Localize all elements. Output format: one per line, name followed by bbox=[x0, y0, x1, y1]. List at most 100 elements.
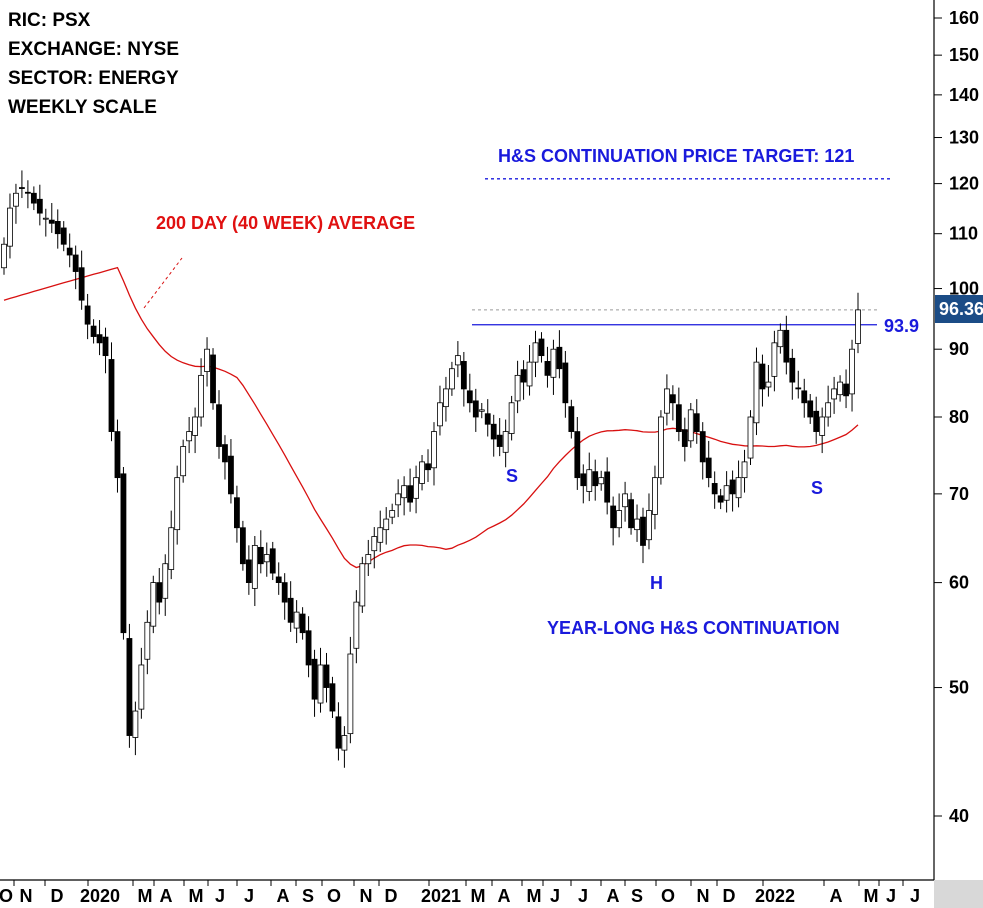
candle-up bbox=[251, 545, 258, 589]
candle-down bbox=[66, 247, 73, 256]
candle-up bbox=[180, 446, 187, 477]
candle-up bbox=[162, 563, 169, 599]
candle-down bbox=[556, 346, 563, 370]
candle-up bbox=[437, 402, 443, 427]
candle-up bbox=[550, 348, 557, 378]
candle-up bbox=[413, 477, 419, 499]
candle-down bbox=[234, 497, 240, 529]
candle-down bbox=[705, 457, 712, 479]
candle-down bbox=[640, 516, 646, 546]
candle-down bbox=[90, 325, 97, 337]
candle-down bbox=[96, 334, 103, 344]
y-tick-label: 110 bbox=[949, 224, 978, 244]
neckline-value-label: 93.9 bbox=[884, 316, 920, 336]
x-tick-label: M bbox=[864, 886, 879, 906]
candle-up bbox=[150, 582, 157, 627]
candle-up bbox=[771, 342, 778, 377]
x-tick-label: J bbox=[244, 886, 254, 906]
candle-up bbox=[532, 342, 539, 363]
candle-down bbox=[580, 473, 587, 487]
candle-up bbox=[454, 355, 461, 366]
candle-down bbox=[628, 499, 634, 529]
candle-up bbox=[586, 469, 593, 492]
candle-down bbox=[30, 192, 37, 204]
candle-up bbox=[514, 374, 521, 402]
candle-down bbox=[156, 582, 163, 603]
candle-down bbox=[299, 613, 306, 634]
candle-down bbox=[562, 362, 569, 404]
candle-up bbox=[753, 361, 760, 424]
candle-down bbox=[520, 369, 527, 383]
head-label: H bbox=[650, 573, 663, 593]
candle-down bbox=[120, 473, 127, 634]
candle-up bbox=[168, 527, 175, 570]
candle-up bbox=[652, 477, 658, 515]
candle-up bbox=[855, 309, 861, 344]
candle-down bbox=[102, 336, 109, 357]
candle-down bbox=[323, 664, 330, 688]
x-tick-label: O bbox=[327, 886, 341, 906]
candle-down bbox=[783, 329, 790, 363]
x-tick-label: J bbox=[215, 886, 225, 906]
y-tick-label: 60 bbox=[949, 573, 969, 593]
candle-up bbox=[317, 664, 324, 704]
right-shoulder-label: S bbox=[811, 478, 824, 498]
x-axis: O N D 2020 M A M J J A S O N D 2021 M A M J J A S O N D 2022 A M J J bbox=[0, 879, 983, 908]
candle-down bbox=[222, 444, 228, 463]
x-tick-label: O bbox=[0, 886, 13, 906]
candle-up bbox=[449, 368, 455, 390]
candle-up bbox=[138, 664, 145, 710]
candle-down bbox=[496, 434, 503, 447]
candle-down bbox=[425, 463, 431, 471]
candle-down bbox=[287, 597, 294, 623]
candle-down bbox=[72, 254, 79, 272]
candle-up bbox=[508, 402, 515, 434]
candle-down bbox=[210, 354, 216, 404]
y-tick-label: 80 bbox=[949, 407, 969, 427]
candle-up bbox=[383, 518, 390, 531]
x-tick-label: J bbox=[886, 886, 896, 906]
candle-up bbox=[365, 554, 372, 565]
x-tick-label: A bbox=[160, 886, 173, 906]
candle-up bbox=[42, 217, 49, 220]
candle-up bbox=[1, 243, 7, 269]
candle-down bbox=[281, 582, 288, 603]
candle-down bbox=[108, 359, 115, 432]
candle-down bbox=[717, 495, 724, 503]
sector-label: SECTOR: ENERGY bbox=[8, 68, 179, 89]
x-tick-label: S bbox=[631, 886, 643, 906]
candle-down bbox=[216, 404, 222, 447]
candle-down bbox=[538, 338, 545, 357]
y-tick-label: 120 bbox=[949, 174, 979, 194]
x-tick-label: S bbox=[302, 886, 314, 906]
x-tick-label: M bbox=[471, 886, 486, 906]
x-tick-label: J bbox=[910, 886, 920, 906]
candle-down bbox=[460, 361, 467, 390]
candle-down bbox=[36, 198, 43, 214]
candle-up bbox=[7, 207, 13, 247]
x-tick-label: N bbox=[697, 886, 710, 906]
x-tick-label: M bbox=[189, 886, 204, 906]
candle-up bbox=[13, 192, 19, 207]
candle-down bbox=[604, 471, 611, 503]
candle-up bbox=[347, 653, 354, 735]
x-tick-label: D bbox=[723, 886, 736, 906]
candle-down bbox=[269, 548, 276, 574]
candle-up bbox=[831, 388, 838, 400]
ma-pointer-line bbox=[143, 257, 183, 309]
candle-down bbox=[60, 227, 67, 245]
candles bbox=[1, 170, 861, 768]
y-tick-label: 40 bbox=[949, 806, 969, 826]
exchange-label: EXCHANGE: NYSE bbox=[8, 39, 180, 60]
x-tick-label: 2021 bbox=[421, 886, 461, 906]
price-target-annotation: H&S CONTINUATION PRICE TARGET: 121 bbox=[498, 146, 855, 166]
candle-down bbox=[228, 455, 234, 495]
candle-down bbox=[592, 471, 599, 487]
scale-label: WEEKLY SCALE bbox=[8, 97, 157, 118]
x-tick-label: M bbox=[138, 886, 153, 906]
candle-up bbox=[371, 536, 378, 552]
candle-down bbox=[699, 431, 706, 463]
moving-average-line bbox=[3, 266, 859, 569]
y-tick-label: 160 bbox=[949, 8, 979, 28]
candle-down bbox=[48, 219, 55, 224]
